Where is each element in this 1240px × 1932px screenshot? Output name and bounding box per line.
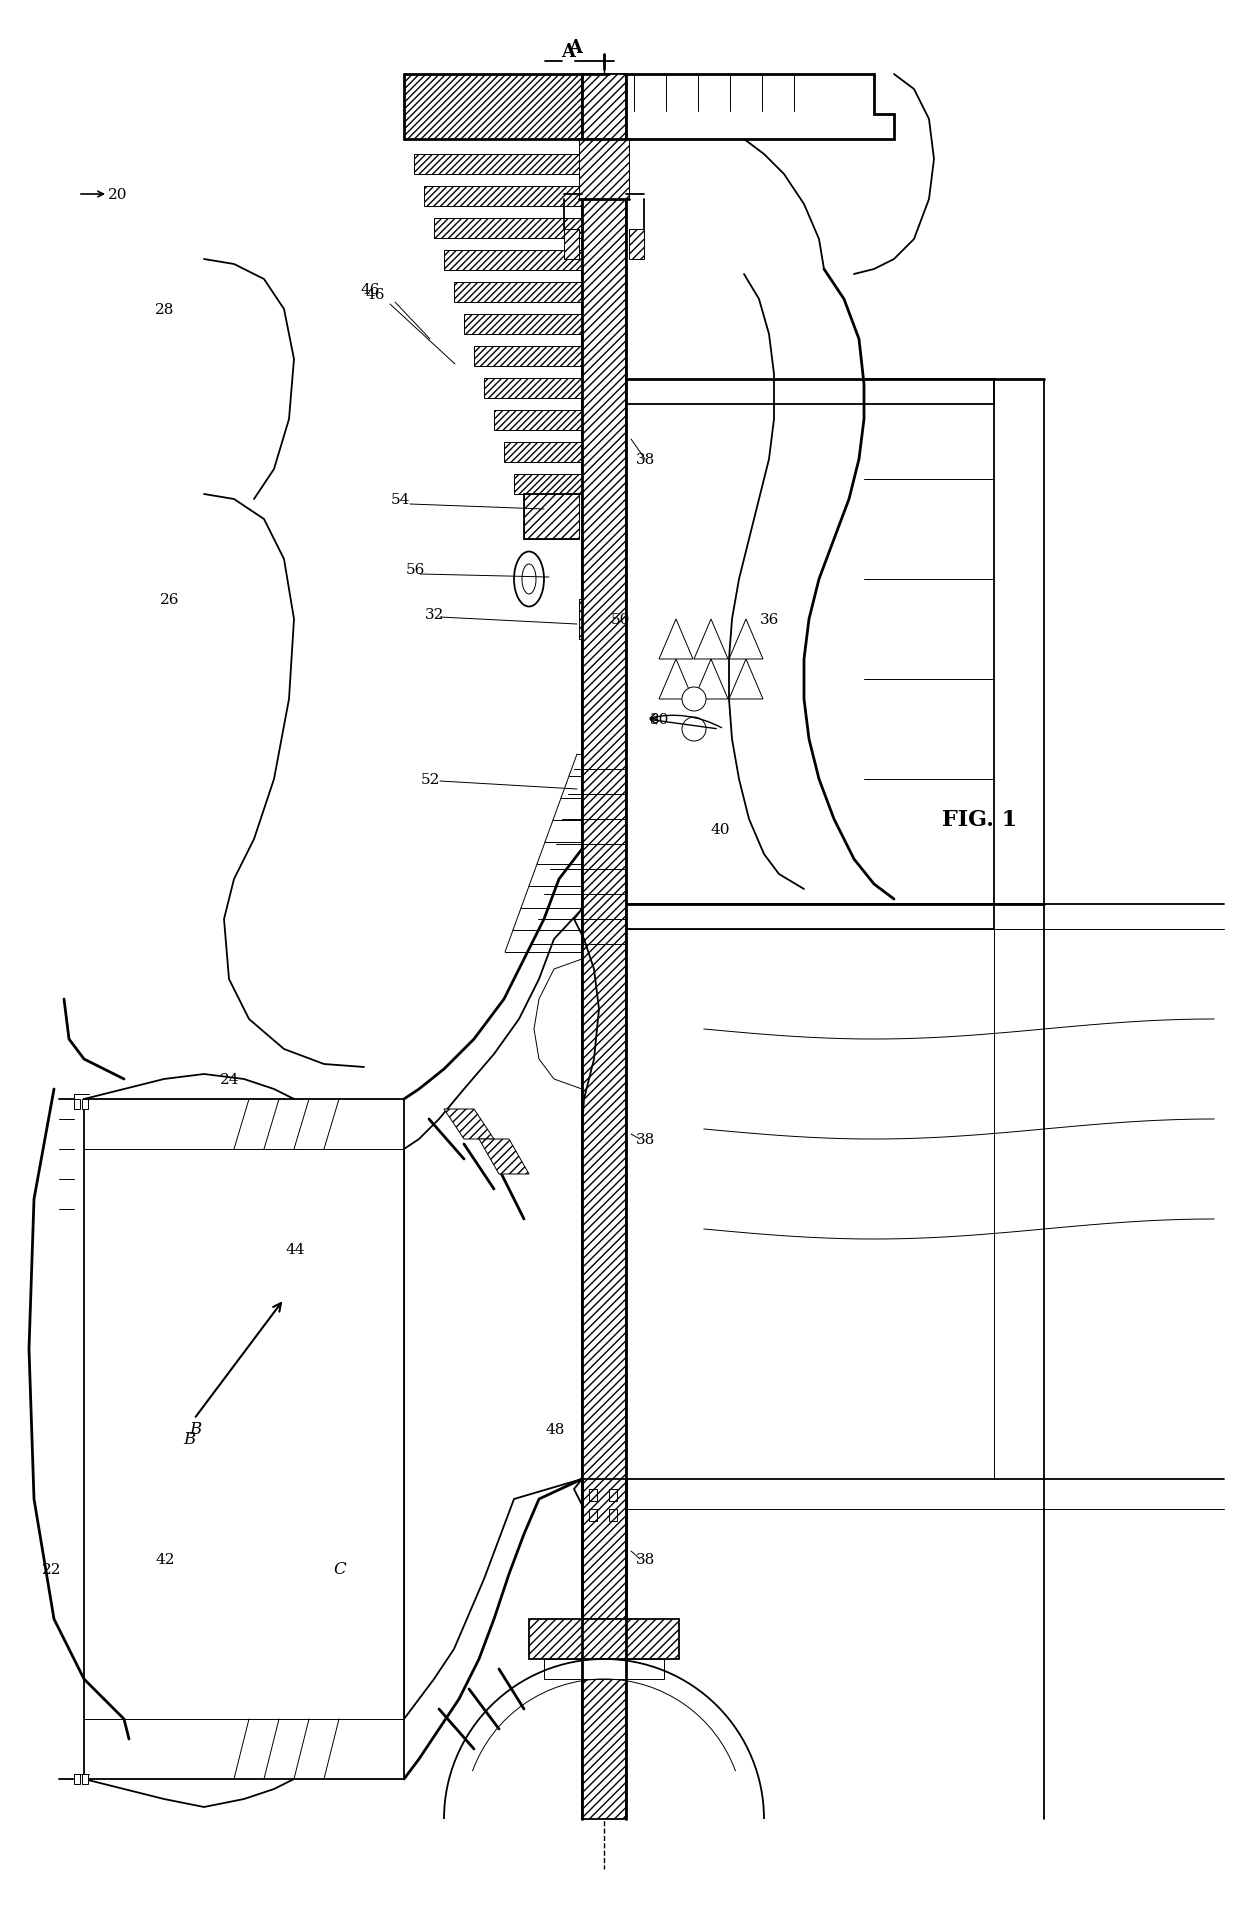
Polygon shape [529, 1619, 680, 1660]
Text: FIG. 1: FIG. 1 [942, 810, 1018, 831]
Polygon shape [503, 442, 582, 464]
Text: 22: 22 [42, 1563, 62, 1577]
Polygon shape [74, 1774, 81, 1783]
Text: B: B [182, 1432, 195, 1447]
Polygon shape [579, 139, 629, 199]
Polygon shape [474, 348, 582, 367]
Polygon shape [579, 599, 582, 639]
Polygon shape [454, 282, 582, 303]
Text: 30: 30 [650, 713, 670, 726]
Text: 38: 38 [635, 1132, 655, 1146]
Text: 54: 54 [391, 493, 409, 506]
Text: 20: 20 [108, 187, 128, 203]
Polygon shape [444, 1109, 494, 1140]
Polygon shape [404, 75, 599, 139]
Polygon shape [582, 75, 626, 1820]
Text: C: C [334, 1561, 346, 1578]
Text: 38: 38 [635, 1551, 655, 1567]
Polygon shape [82, 1099, 88, 1109]
Polygon shape [515, 475, 582, 495]
Text: A: A [560, 43, 575, 62]
Text: 36: 36 [760, 612, 780, 626]
Polygon shape [609, 1509, 618, 1520]
Text: 46: 46 [366, 288, 384, 301]
Polygon shape [82, 1774, 88, 1783]
Polygon shape [609, 75, 894, 139]
Text: 24: 24 [221, 1072, 239, 1086]
Text: A: A [568, 39, 582, 56]
Text: 52: 52 [420, 773, 440, 786]
Text: 26: 26 [160, 593, 180, 607]
Polygon shape [479, 1140, 529, 1175]
Polygon shape [434, 218, 582, 240]
Circle shape [682, 717, 706, 742]
Text: 56: 56 [405, 562, 424, 576]
Text: 40: 40 [711, 823, 730, 837]
Text: 48: 48 [546, 1422, 564, 1435]
Text: B: B [188, 1420, 201, 1437]
Polygon shape [424, 187, 582, 207]
Polygon shape [494, 412, 582, 431]
Text: 28: 28 [155, 303, 175, 317]
Text: 42: 42 [155, 1551, 175, 1567]
Polygon shape [464, 315, 582, 334]
Polygon shape [414, 155, 582, 176]
Text: 32: 32 [425, 609, 445, 622]
Polygon shape [582, 1480, 626, 1619]
Polygon shape [544, 1660, 663, 1679]
Circle shape [682, 688, 706, 711]
Polygon shape [74, 1099, 81, 1109]
Text: 50: 50 [610, 612, 630, 626]
Polygon shape [589, 1509, 596, 1520]
Text: 46: 46 [361, 282, 379, 298]
Polygon shape [589, 1490, 596, 1501]
Polygon shape [444, 251, 582, 270]
Text: 44: 44 [285, 1242, 305, 1256]
Polygon shape [484, 379, 582, 398]
Polygon shape [564, 230, 579, 261]
Polygon shape [609, 1490, 618, 1501]
Polygon shape [629, 230, 644, 261]
Polygon shape [525, 495, 579, 539]
Text: 38: 38 [635, 452, 655, 468]
